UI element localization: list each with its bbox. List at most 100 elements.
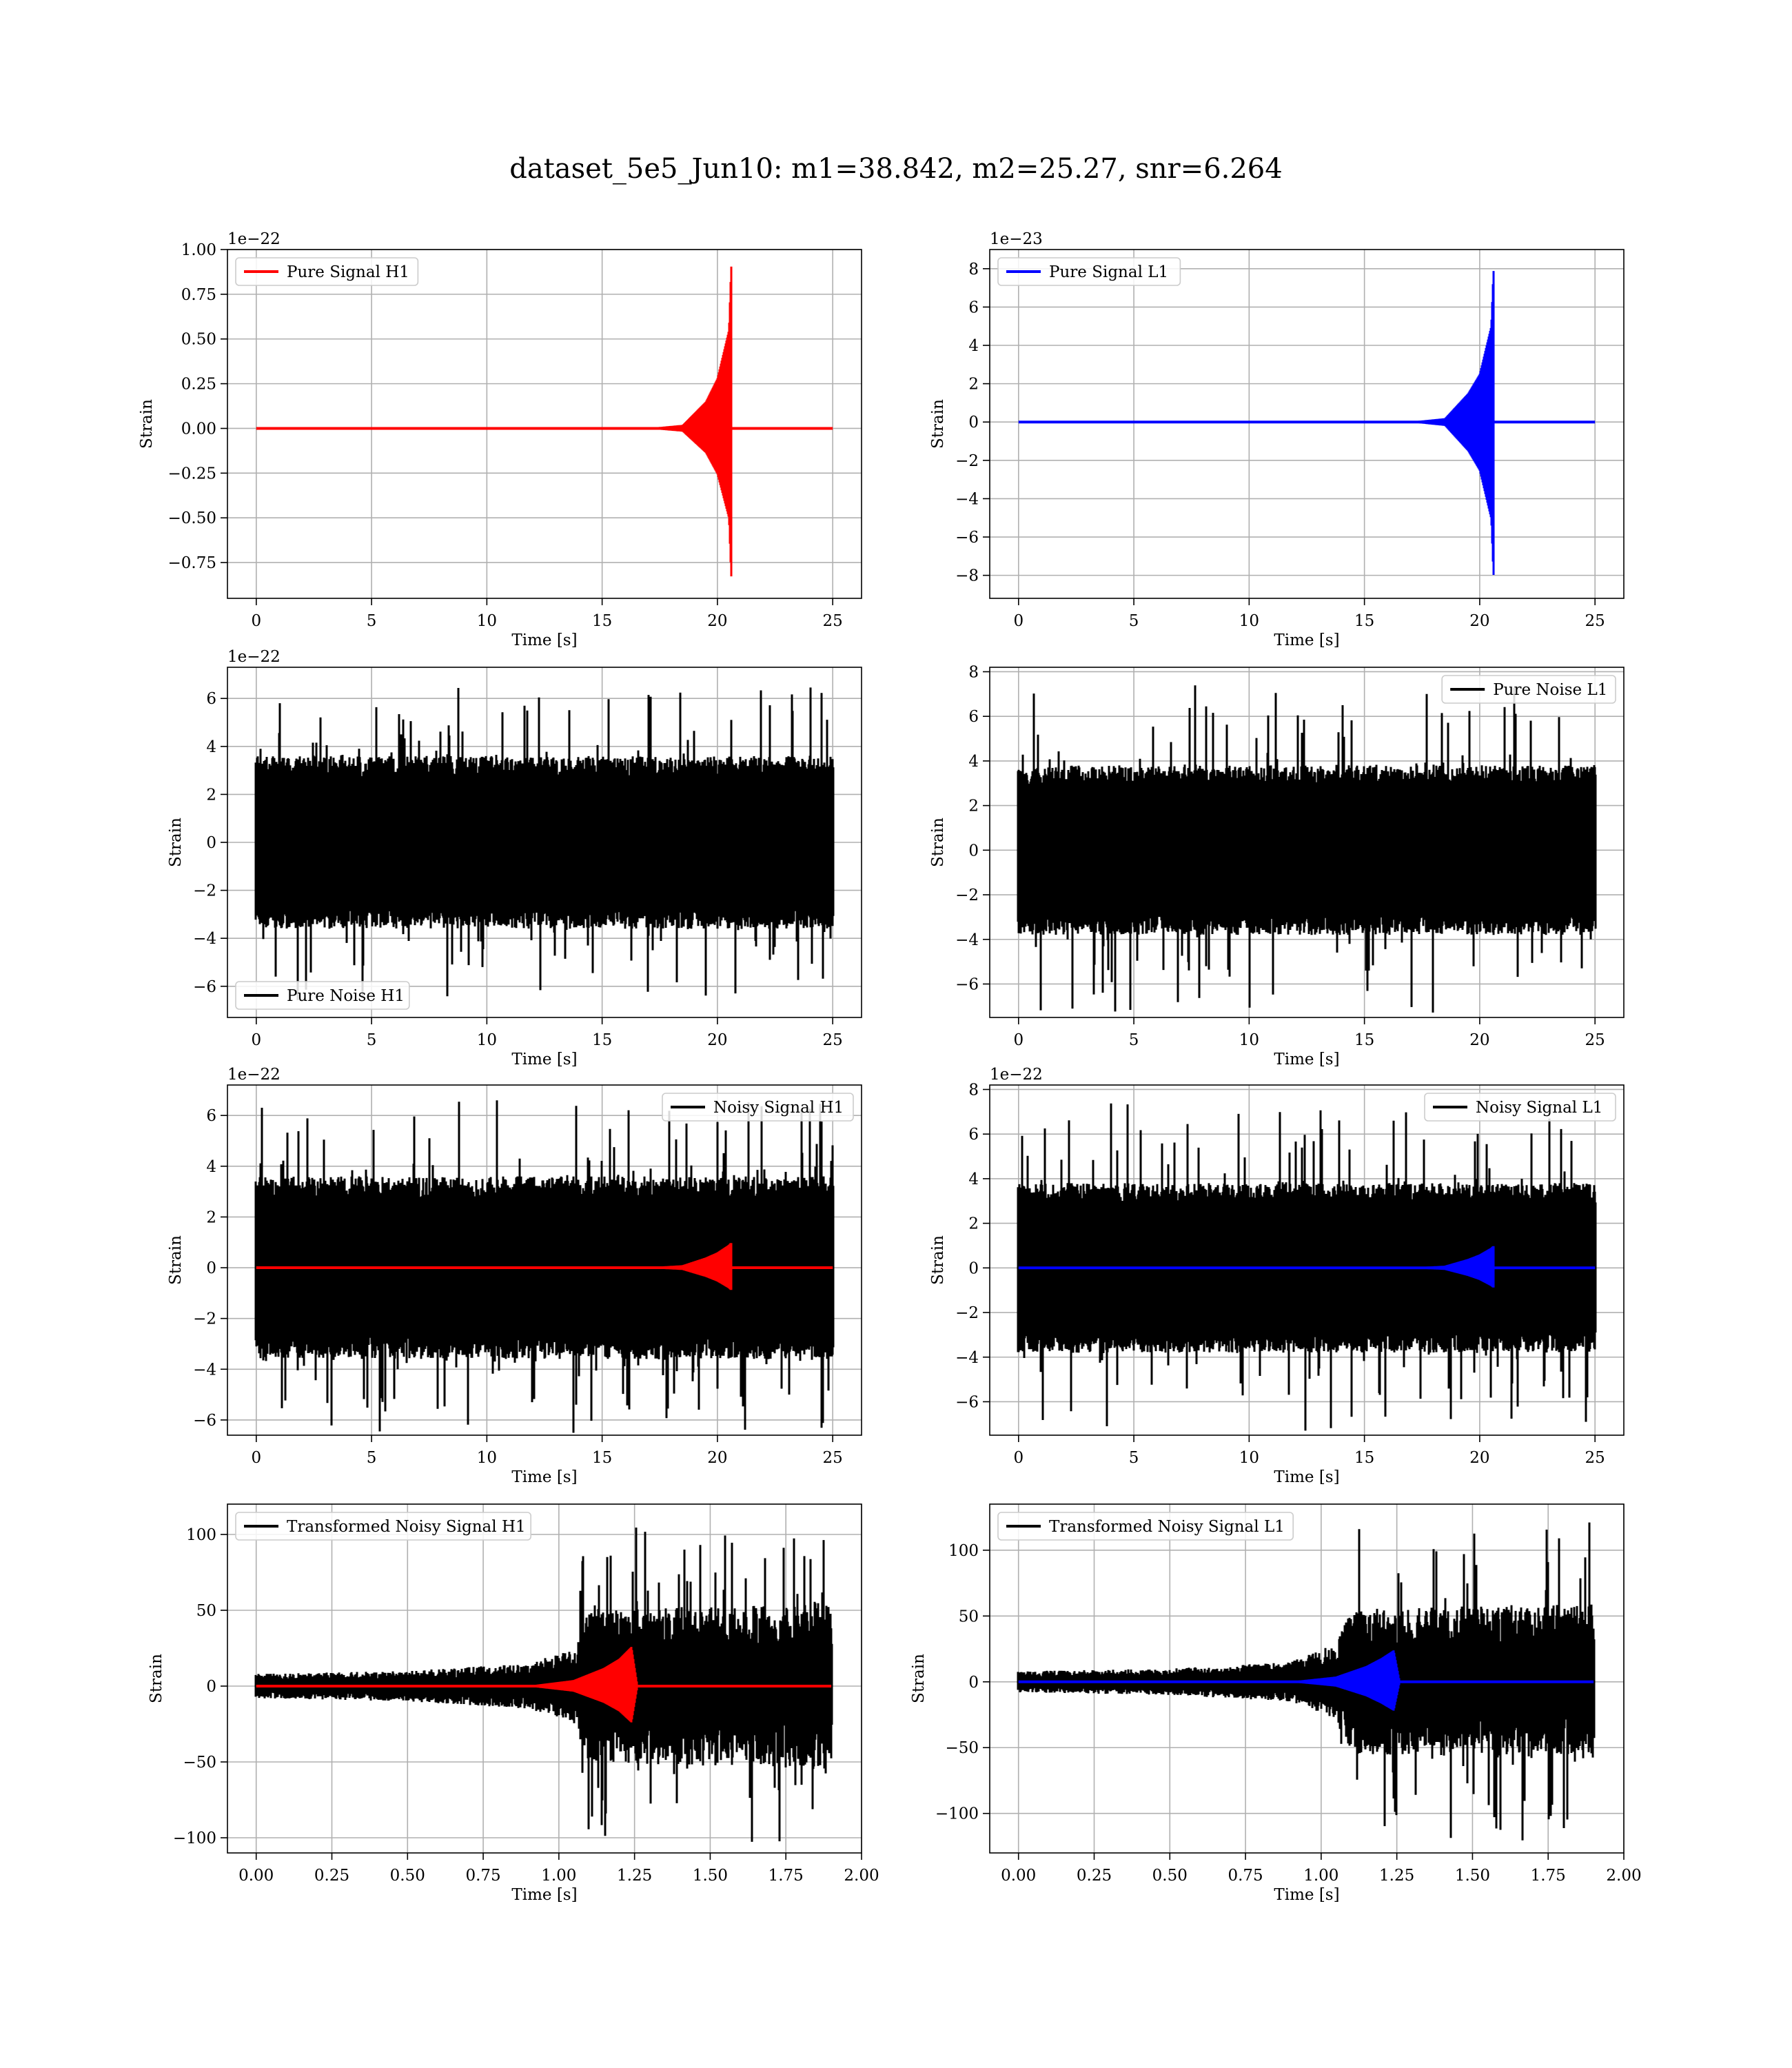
y-tick-label: 6	[206, 690, 216, 708]
y-tick-label: −8	[955, 567, 979, 585]
y-tick-label: −6	[955, 1393, 979, 1411]
x-tick-label: 20	[1469, 612, 1489, 630]
legend: Pure Noise L1	[1441, 675, 1616, 704]
x-tick-label: 0.50	[390, 1867, 425, 1885]
legend-label: Transformed Noisy Signal L1	[1049, 1518, 1285, 1536]
legend: Pure Signal H1	[235, 257, 419, 286]
plot-area	[1017, 1522, 1596, 1841]
y-tick-label: 8	[968, 1081, 979, 1099]
y-tick-label: −2	[193, 1310, 216, 1328]
y-tick-label: 2	[968, 376, 979, 394]
y-axis-label: Strain	[138, 399, 156, 449]
y-tick-label: 50	[959, 1608, 979, 1625]
x-tick-label: 25	[1585, 1449, 1605, 1467]
y-tick-label: 100	[186, 1526, 216, 1544]
axis-offset-text: 1e−22	[990, 1066, 1043, 1084]
plot-area	[254, 1100, 835, 1433]
x-tick-label: 15	[592, 1449, 612, 1467]
y-tick-label: 1.00	[181, 241, 216, 259]
y-tick-label: 4	[968, 337, 979, 355]
x-tick-label: 25	[1585, 612, 1605, 630]
plot-area	[1017, 685, 1597, 1013]
y-tick-label: 4	[968, 753, 979, 771]
plot-area	[254, 687, 835, 1000]
y-tick-label: −2	[955, 886, 979, 904]
x-tick-label: 15	[1354, 612, 1374, 630]
legend-box	[235, 981, 410, 1010]
y-tick-label: −6	[193, 978, 216, 996]
series-chirp-pure-signal-h1-0	[283, 266, 733, 577]
y-axis-label: Strain	[929, 818, 947, 867]
y-axis-label: Strain	[147, 1654, 165, 1703]
chart-panel-transformed-noisy-signal-l1: 0.00 0.25 0.50 0.75 1.00 1.25 1.50 1.75 2.00 100 5…	[910, 1503, 1642, 1904]
x-tick-label: 2.00	[844, 1867, 879, 1885]
axes-frame	[227, 1084, 862, 1436]
y-tick-label: −100	[173, 1829, 216, 1847]
y-tick-label: 8	[968, 261, 979, 278]
legend-label: Noisy Signal H1	[713, 1099, 844, 1117]
x-tick-label: 1.00	[541, 1867, 576, 1885]
x-tick-label: 0.00	[238, 1867, 274, 1885]
y-axis-label: Strain	[167, 818, 185, 867]
x-tick-label: 0.75	[1228, 1867, 1263, 1885]
series-chirp-noisy-signal-l1-1	[1035, 1246, 1495, 1288]
y-tick-label: 0.75	[181, 286, 216, 304]
legend: Pure Noise H1	[235, 981, 410, 1010]
x-axis-label: Time [s]	[511, 1051, 577, 1068]
x-tick-label: 20	[1469, 1449, 1489, 1467]
x-tick-label: 25	[823, 1031, 843, 1049]
axes-frame	[989, 249, 1625, 599]
legend: Transformed Noisy Signal H1	[235, 1512, 532, 1541]
x-tick-label: 20	[707, 612, 727, 630]
plot-area	[254, 1528, 833, 1842]
y-tick-label: 4	[206, 1158, 216, 1176]
y-tick-label: 0	[968, 1259, 979, 1277]
y-tick-label: 0.00	[181, 420, 216, 438]
legend-box	[997, 257, 1181, 286]
y-tick-label: −4	[955, 931, 979, 949]
legend-label: Transformed Noisy Signal H1	[287, 1518, 526, 1536]
y-tick-label: −0.25	[168, 465, 216, 483]
x-tick-label: 10	[477, 612, 497, 630]
y-tick-label: 2	[968, 1215, 979, 1233]
x-tick-label: 5	[1129, 1031, 1139, 1049]
legend: Noisy Signal H1	[662, 1093, 854, 1122]
y-tick-label: −50	[945, 1739, 979, 1757]
legend: Noisy Signal L1	[1424, 1093, 1616, 1122]
x-axis-label: Time [s]	[1274, 1051, 1339, 1068]
legend-label: Pure Signal H1	[287, 263, 409, 281]
x-tick-label: 0.25	[1077, 1867, 1112, 1885]
y-tick-label: −6	[955, 529, 979, 547]
x-tick-label: 5	[367, 612, 377, 630]
x-tick-label: 0	[251, 1031, 261, 1049]
y-tick-label: 2	[206, 786, 216, 804]
y-axis-label: Strain	[167, 1235, 185, 1285]
x-tick-label: 20	[707, 1031, 727, 1049]
series-chirp-transformed-noisy-signal-h1-1	[276, 1647, 639, 1723]
y-tick-label: 6	[968, 298, 979, 316]
series-chirp-pure-signal-l1-0	[1039, 271, 1495, 575]
x-tick-label: 10	[1239, 612, 1259, 630]
y-tick-label: 0.50	[181, 331, 216, 349]
y-tick-label: −2	[193, 882, 216, 900]
x-tick-label: 5	[1129, 1449, 1139, 1467]
y-tick-label: 2	[968, 798, 979, 815]
y-tick-label: 0	[206, 834, 216, 852]
series-chirp-noisy-signal-h1-1	[259, 1243, 733, 1290]
x-axis-label: Time [s]	[511, 1468, 577, 1486]
y-tick-label: 6	[968, 1126, 979, 1144]
y-tick-label: −2	[955, 1304, 979, 1322]
x-tick-label: 1.75	[1531, 1867, 1566, 1885]
x-tick-label: 0.75	[465, 1867, 500, 1885]
x-tick-label: 0	[1013, 1449, 1024, 1467]
axes-frame	[989, 1084, 1625, 1436]
y-tick-label: −4	[955, 490, 979, 508]
y-tick-label: 0	[206, 1259, 216, 1277]
x-tick-label: 1.00	[1303, 1867, 1338, 1885]
x-tick-label: 2.00	[1606, 1867, 1641, 1885]
chart-panel-pure-signal-h1: 0 5 10 15 20 25 1.00 0.75 0.50 0.25 0.00 −0.25 −0.50…	[138, 230, 862, 649]
axes-frame	[227, 249, 862, 599]
